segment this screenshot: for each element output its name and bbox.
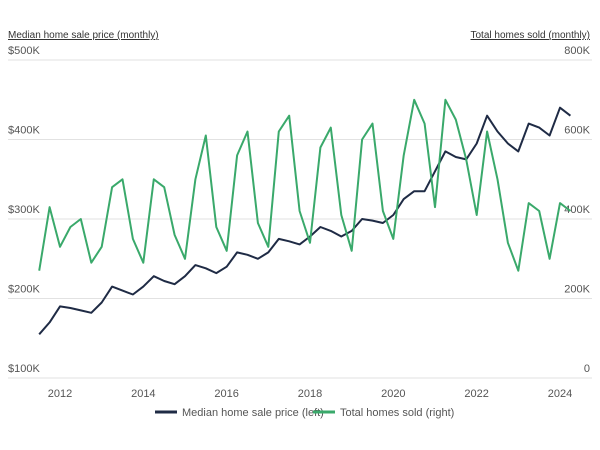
y2-axis-title: Total homes sold (monthly) [471,30,591,41]
y-tick-label: $300K [8,204,40,216]
legend-label: Total homes sold (right) [340,407,454,419]
y2-tick-label: 200K [564,284,590,296]
y-axis-title: Median home sale price (monthly) [8,30,159,41]
series-line [38,98,572,272]
series-line [38,106,572,335]
y-tick-label: $500K [8,45,40,57]
x-tick-label: 2022 [464,388,488,400]
y2-tick-label: 600K [564,125,590,137]
y-tick-label: $200K [8,284,40,296]
legend-label: Median home sale price (left) [182,407,324,419]
x-tick-label: 2020 [381,388,405,400]
y-tick-label: $100K [8,363,40,375]
x-tick-label: 2012 [48,388,72,400]
x-tick-label: 2014 [131,388,155,400]
y2-tick-label: 0 [584,363,590,375]
y-tick-label: $400K [8,125,40,137]
x-tick-label: 2018 [298,388,322,400]
x-tick-label: 2024 [548,388,572,400]
y2-tick-label: 800K [564,45,590,57]
y2-tick-label: 400K [564,204,590,216]
x-tick-label: 2016 [214,388,238,400]
